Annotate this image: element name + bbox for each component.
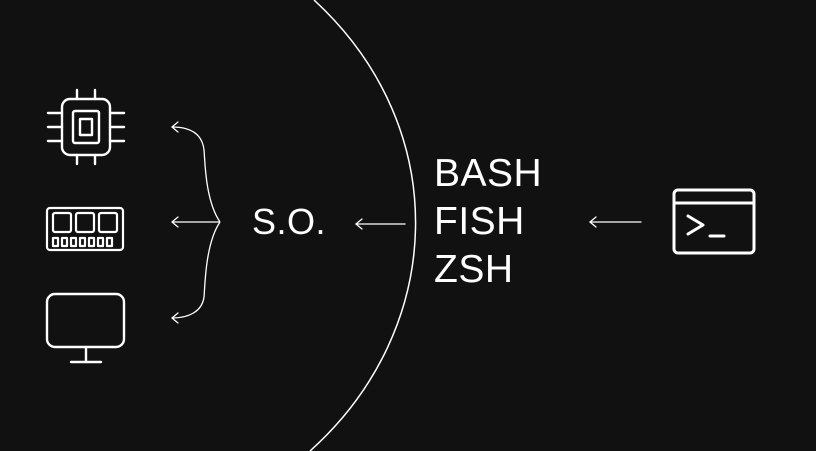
- ram-icon: [45, 206, 125, 252]
- shell-to-os-arrow: [354, 218, 406, 230]
- os-label: S.O.: [252, 201, 327, 242]
- shell-zsh: ZSH: [434, 248, 514, 291]
- shell-bash: BASH: [434, 152, 543, 195]
- os-to-hardware-connector: [171, 126, 221, 319]
- arrowheads-hardware: [170, 121, 179, 324]
- monitor-icon: [45, 292, 126, 364]
- kernel-boundary-arc: [309, 0, 417, 451]
- cpu-icon: [46, 88, 126, 166]
- shell-list: BASH FISH ZSH: [434, 150, 542, 294]
- shell-fish: FISH: [434, 200, 525, 243]
- terminal-icon: [672, 188, 756, 255]
- terminal-to-shell-arrow: [588, 216, 642, 228]
